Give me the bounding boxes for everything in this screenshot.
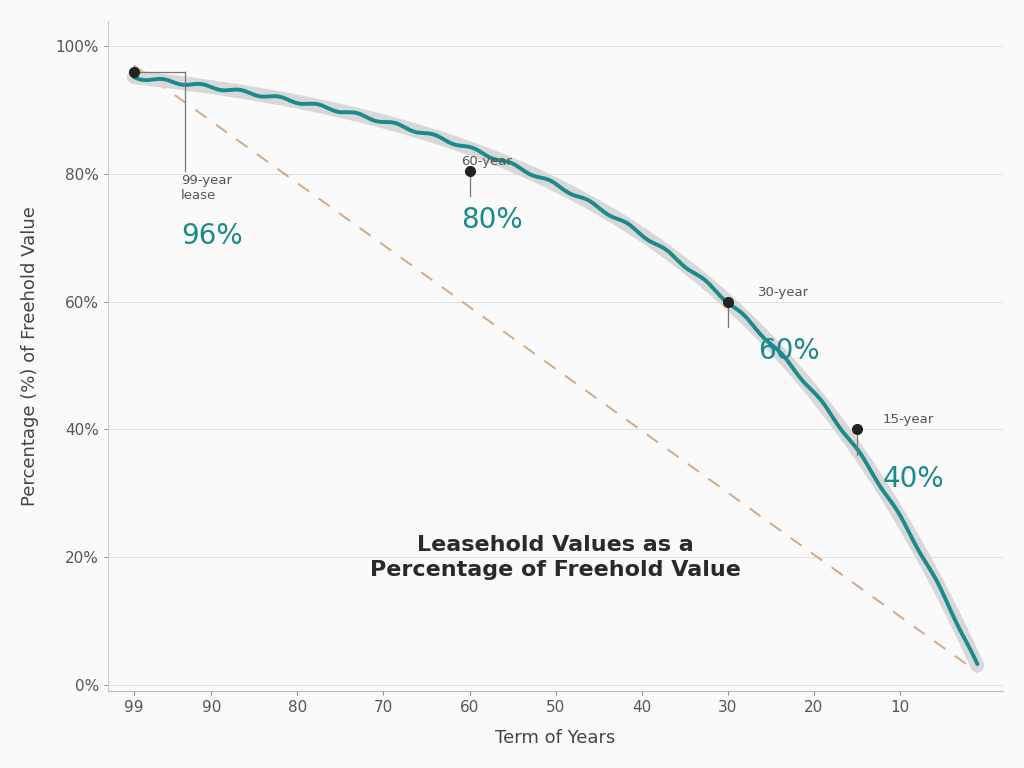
Text: 80%: 80%	[461, 206, 522, 234]
Text: 99-year
lease: 99-year lease	[181, 174, 232, 202]
Text: 60%: 60%	[758, 337, 819, 365]
Text: 96%: 96%	[181, 222, 243, 250]
Text: 30-year: 30-year	[758, 286, 809, 299]
X-axis label: Term of Years: Term of Years	[496, 729, 615, 747]
Text: Leasehold Values as a
Percentage of Freehold Value: Leasehold Values as a Percentage of Free…	[370, 535, 741, 580]
Y-axis label: Percentage (%) of Freehold Value: Percentage (%) of Freehold Value	[20, 206, 39, 506]
Text: 15-year: 15-year	[883, 413, 934, 426]
Text: 60-year: 60-year	[461, 154, 512, 167]
Text: 40%: 40%	[883, 465, 944, 492]
